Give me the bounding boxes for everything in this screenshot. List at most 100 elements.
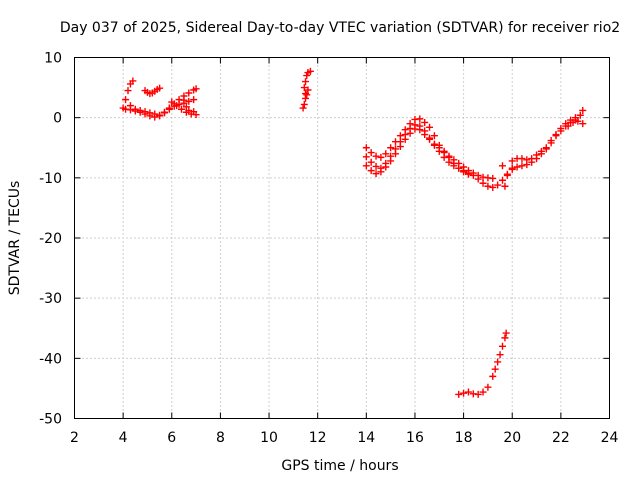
series-sat-d bbox=[168, 96, 200, 119]
data-point bbox=[484, 383, 492, 391]
x-tick-label: 4 bbox=[119, 430, 128, 446]
data-point bbox=[494, 181, 502, 189]
series-sat-h bbox=[362, 125, 472, 178]
y-tick-label: 10 bbox=[44, 51, 62, 67]
data-point bbox=[503, 171, 511, 179]
data-point bbox=[192, 85, 200, 93]
data-point bbox=[367, 158, 375, 166]
y-tick-label: -20 bbox=[39, 231, 62, 247]
data-point bbox=[401, 135, 409, 143]
data-point bbox=[185, 89, 193, 97]
x-tick-label: 18 bbox=[455, 430, 473, 446]
x-tick-label: 8 bbox=[216, 430, 225, 446]
data-point bbox=[372, 170, 380, 178]
x-axis-label: GPS time / hours bbox=[281, 458, 398, 474]
x-tick-labels: 2 4 6 8 10 12 14 16 18 20 22 24 bbox=[70, 430, 618, 446]
data-point bbox=[537, 150, 545, 158]
data-point bbox=[303, 91, 311, 99]
x-tick-label: 14 bbox=[357, 430, 375, 446]
series-sat-e bbox=[299, 67, 314, 112]
data-point bbox=[533, 155, 541, 163]
data-point bbox=[430, 140, 438, 148]
data-point bbox=[450, 159, 458, 167]
data-point bbox=[494, 358, 502, 366]
data-point bbox=[156, 84, 164, 92]
data-point bbox=[455, 164, 463, 172]
data-point bbox=[571, 116, 579, 124]
data-point bbox=[579, 106, 587, 114]
data-point bbox=[484, 182, 492, 190]
y-tick-label: -50 bbox=[39, 412, 62, 428]
data-point bbox=[302, 90, 310, 98]
data-point bbox=[302, 78, 310, 86]
data-point bbox=[124, 87, 132, 95]
data-point bbox=[367, 149, 375, 157]
x-tick-label: 6 bbox=[167, 430, 176, 446]
data-point bbox=[168, 98, 176, 106]
x-tick-label: 24 bbox=[601, 430, 619, 446]
series-sat-b bbox=[122, 85, 200, 121]
data-point bbox=[501, 182, 509, 190]
data-point bbox=[502, 329, 510, 337]
data-point bbox=[372, 162, 380, 170]
data-point bbox=[173, 102, 181, 110]
data-point bbox=[499, 176, 506, 184]
data-point bbox=[501, 334, 509, 342]
data-point bbox=[165, 104, 173, 112]
data-point bbox=[562, 122, 570, 130]
data-point bbox=[479, 179, 487, 187]
data-point bbox=[426, 123, 434, 131]
x-tick-label: 2 bbox=[70, 430, 79, 446]
x-tick-label: 22 bbox=[552, 430, 570, 446]
y-tick-label: -40 bbox=[39, 351, 62, 367]
data-point bbox=[496, 351, 504, 359]
data-point bbox=[523, 161, 531, 169]
data-point bbox=[396, 132, 404, 140]
data-point bbox=[576, 111, 584, 119]
data-point bbox=[460, 389, 468, 397]
data-point bbox=[499, 162, 506, 170]
data-point bbox=[464, 388, 472, 396]
data-point bbox=[489, 372, 497, 380]
data-point bbox=[567, 118, 575, 126]
data-point bbox=[518, 162, 526, 170]
data-point bbox=[362, 162, 370, 170]
data-point bbox=[421, 131, 429, 139]
data-point bbox=[160, 108, 168, 116]
data-point bbox=[460, 168, 468, 176]
data-point bbox=[185, 106, 193, 114]
data-point bbox=[518, 155, 526, 163]
data-point bbox=[122, 96, 130, 104]
data-point bbox=[464, 170, 472, 178]
data-point bbox=[491, 365, 499, 373]
data-point bbox=[547, 139, 555, 147]
data-point bbox=[299, 104, 307, 112]
series-sat-k bbox=[455, 329, 510, 398]
data-point bbox=[304, 86, 312, 94]
data-point bbox=[387, 157, 395, 165]
data-point bbox=[180, 96, 188, 104]
data-point bbox=[136, 108, 144, 116]
y-tick-label: -30 bbox=[39, 291, 62, 307]
data-point bbox=[185, 97, 193, 105]
data-point bbox=[421, 118, 429, 126]
data-point bbox=[426, 135, 434, 143]
x-tick-label: 12 bbox=[309, 430, 327, 446]
data-point bbox=[306, 67, 314, 75]
data-point bbox=[528, 158, 536, 166]
data-point bbox=[300, 100, 308, 108]
x-tick-label: 10 bbox=[260, 430, 278, 446]
data-point bbox=[499, 342, 506, 350]
data-point bbox=[190, 96, 198, 104]
data-point bbox=[474, 390, 482, 398]
data-point bbox=[190, 108, 198, 116]
data-point bbox=[396, 143, 404, 151]
data-point bbox=[435, 144, 443, 152]
y-tick-label: -10 bbox=[39, 171, 62, 187]
data-point bbox=[479, 388, 487, 396]
data-point bbox=[372, 152, 380, 160]
data-point bbox=[508, 157, 516, 165]
data-point bbox=[474, 175, 482, 183]
series-sat-j bbox=[508, 116, 579, 172]
